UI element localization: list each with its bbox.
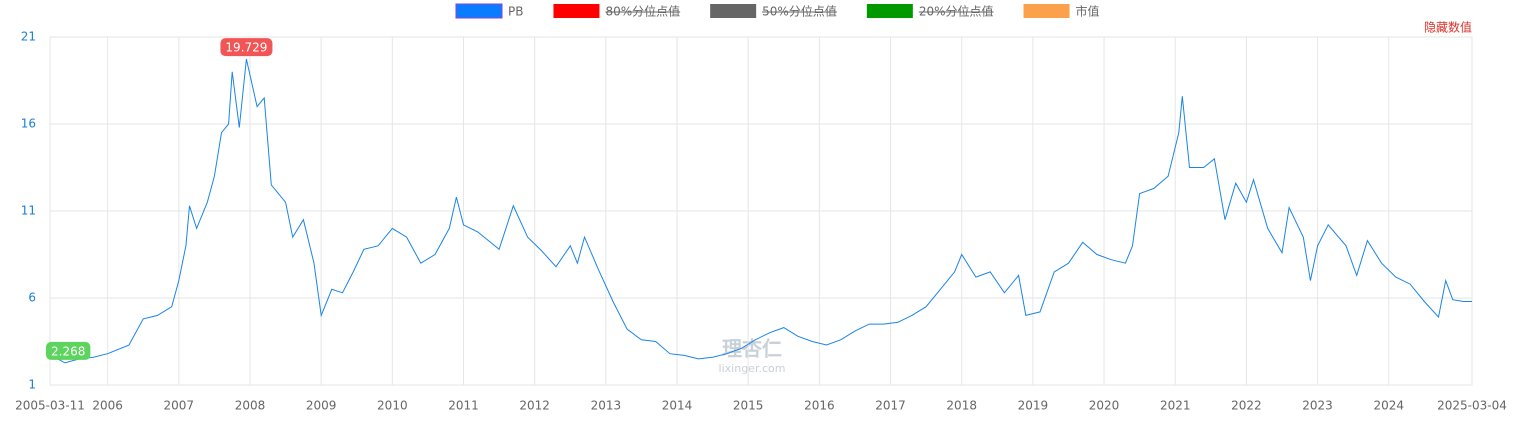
x-tick-label: 2006 [92, 399, 123, 413]
x-tick-label: 2022 [1231, 399, 1262, 413]
annotation-label: 2.268 [51, 344, 85, 358]
x-tick-label: 2021 [1160, 399, 1191, 413]
x-tick-label: 2007 [164, 399, 195, 413]
legend-swatch [1023, 4, 1070, 18]
line-series [49, 58, 1472, 364]
legend-swatch [553, 4, 600, 18]
y-tick-label: 16 [21, 117, 36, 131]
legend-swatch [866, 4, 913, 18]
x-tick-label: 2019 [1018, 399, 1049, 413]
x-tick-label: 2009 [306, 399, 337, 413]
hide-values-button[interactable]: 隐藏数值 [1424, 20, 1472, 35]
x-tick-label: 2008 [235, 399, 266, 413]
y-tick-label: 6 [28, 291, 36, 305]
annotation-badge [46, 341, 91, 360]
y-tick-label: 21 [21, 30, 36, 44]
x-tick-label: 2017 [875, 399, 906, 413]
x-tick-label: 2023 [1302, 399, 1333, 413]
x-tick-label: 2018 [946, 399, 977, 413]
x-tick-label: 2010 [377, 399, 408, 413]
watermark-url: lixinger.com [719, 362, 786, 375]
min-annotation: 2.268 [46, 341, 91, 360]
annotation-badge [220, 38, 273, 57]
legend-label: PB [508, 5, 523, 19]
x-tick-label: 2012 [519, 399, 550, 413]
max-annotation: 19.729 [220, 38, 273, 57]
legend-label: 80%分位点值 [605, 4, 680, 19]
x-tick-label: 2016 [804, 399, 835, 413]
legend-swatch [455, 3, 503, 19]
y-tick-label: 11 [21, 204, 36, 218]
legend-swatch [710, 4, 757, 18]
legend-label: 市值 [1076, 4, 1100, 19]
x-tick-label: 2015 [733, 399, 764, 413]
x-tick-label: 2005-03-11 [15, 399, 85, 413]
legend-label: 20%分位点值 [919, 4, 994, 19]
x-tick-label: 2020 [1089, 399, 1120, 413]
x-tick-label: 2011 [448, 399, 479, 413]
x-tick-label: 2025-03-04 [1437, 399, 1507, 413]
annotation-label: 19.729 [225, 41, 267, 55]
y-tick-label: 1 [28, 378, 36, 392]
x-tick-label: 2014 [662, 399, 693, 413]
watermark-logo: 理杏仁 [722, 337, 782, 361]
legend-label: 50%分位点值 [762, 4, 837, 19]
x-tick-label: 2013 [591, 399, 622, 413]
x-tick-label: 2024 [1373, 399, 1404, 413]
